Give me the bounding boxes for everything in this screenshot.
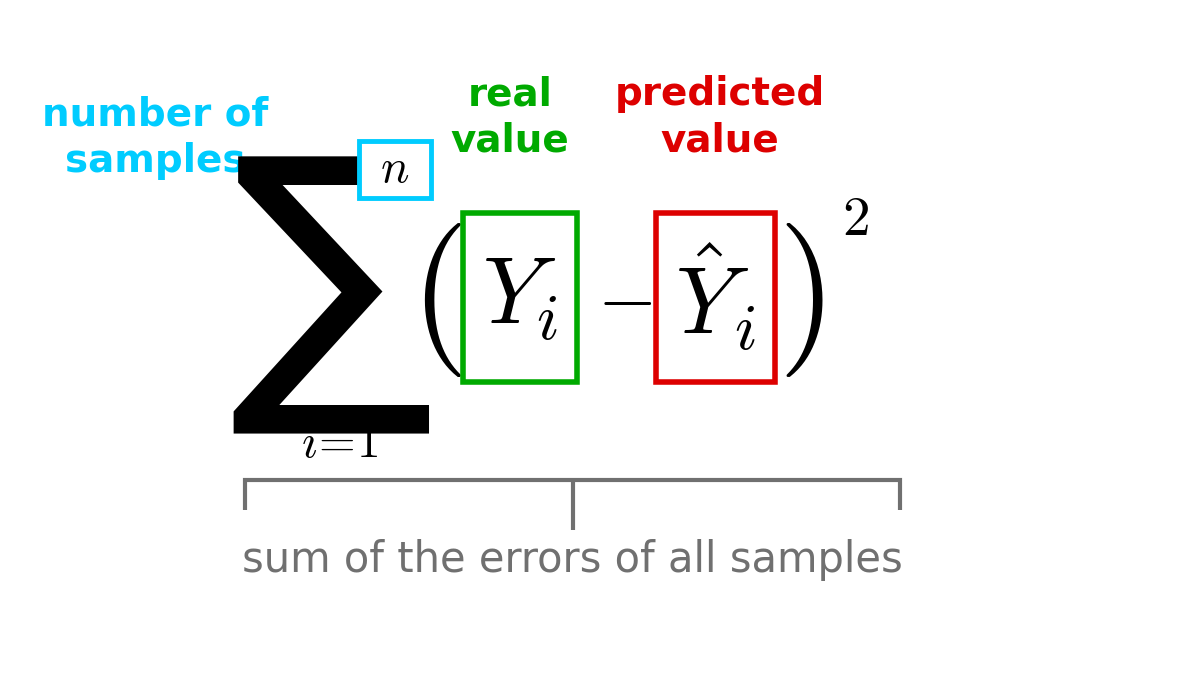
Text: real
value: real value	[451, 75, 569, 160]
Text: $\hat{Y}_i$: $\hat{Y}_i$	[676, 241, 756, 354]
Text: $($: $($	[409, 221, 461, 379]
Text: $i\!=\!1$: $i\!=\!1$	[301, 423, 379, 468]
FancyBboxPatch shape	[656, 213, 775, 382]
Text: predicted
value: predicted value	[614, 75, 826, 160]
FancyBboxPatch shape	[359, 141, 431, 198]
Text: $\sum$: $\sum$	[229, 155, 431, 435]
FancyBboxPatch shape	[463, 213, 577, 382]
Text: $2$: $2$	[841, 193, 869, 247]
Text: sum of the errors of all samples: sum of the errors of all samples	[242, 539, 902, 581]
Text: $)$: $)$	[776, 221, 823, 379]
Text: $n$: $n$	[380, 147, 409, 192]
Text: number of
samples: number of samples	[42, 95, 268, 180]
Text: $Y_i$: $Y_i$	[482, 252, 558, 344]
Text: $-$: $-$	[598, 263, 653, 337]
